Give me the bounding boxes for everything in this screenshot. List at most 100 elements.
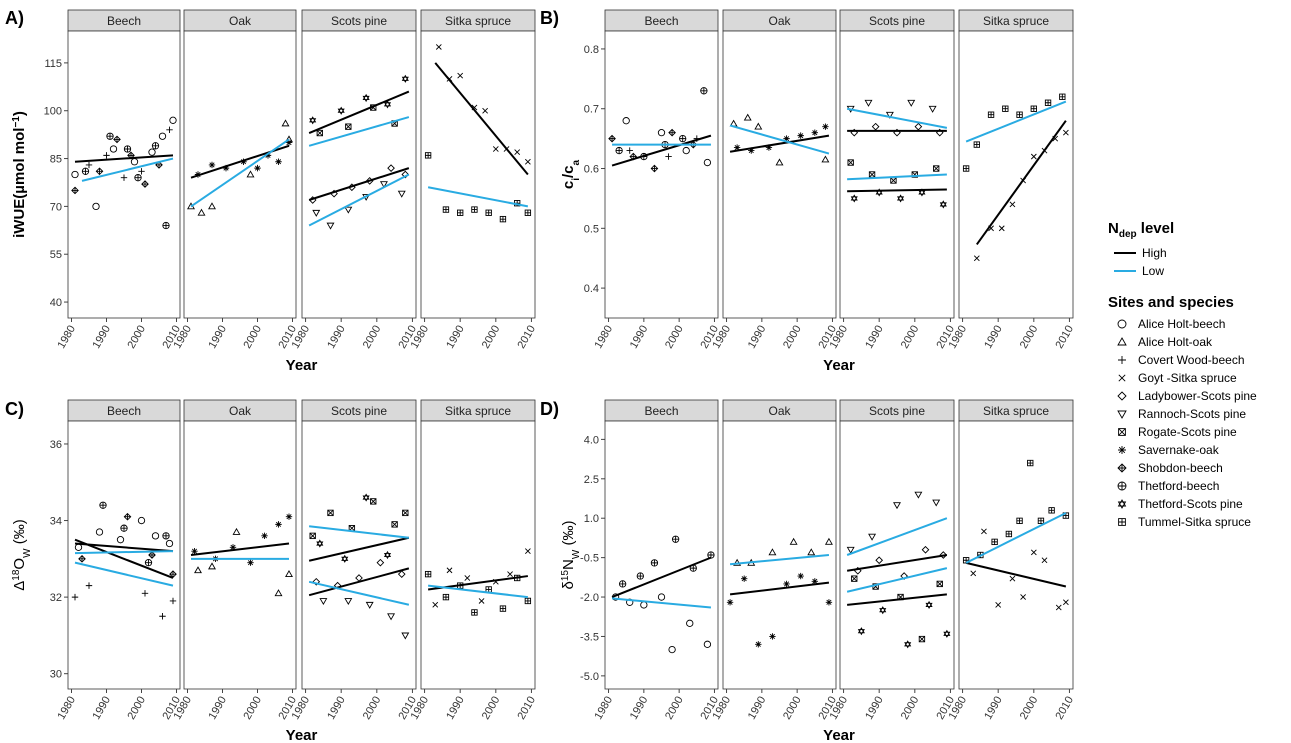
y-tick-label: 30 (50, 669, 62, 681)
ndep-title-sub: dep (1118, 229, 1137, 240)
y-tick-label: 40 (50, 297, 62, 309)
data-point-cross (492, 146, 499, 152)
data-point-square-x (868, 171, 876, 178)
data-point-circle-plus (134, 174, 142, 182)
data-point-circle (657, 593, 666, 601)
plot-frame (183, 420, 297, 690)
data-point-cross (973, 255, 980, 262)
facet-title: Sitka spruce (445, 14, 511, 28)
data-point-asterisk (765, 144, 773, 151)
data-point-circle (657, 128, 666, 137)
trend-line-low (965, 100, 1067, 143)
data-point-star (857, 627, 865, 636)
data-point-diamond-plus (148, 551, 156, 559)
x-tick-label: 2000 (480, 695, 503, 722)
data-point-asterisk (247, 559, 254, 566)
data-point-cross (507, 571, 513, 578)
data-point-plus (159, 613, 166, 620)
data-point-star (316, 539, 324, 548)
x-tick-label: 2000 (361, 324, 384, 351)
triangle-down-icon (1117, 410, 1127, 419)
data-point-triangle-down (846, 546, 855, 554)
legend-symbol (1117, 391, 1127, 401)
asterisk-icon (1118, 446, 1126, 454)
y-axis-label: ci/ca (560, 159, 582, 189)
y-tick-label: 0.7 (584, 104, 599, 116)
data-point-square-plus (471, 609, 478, 616)
x-tick-label: 2000 (899, 324, 922, 351)
x-tick-label: 2000 (781, 695, 804, 722)
facet-title: Scots pine (869, 14, 925, 28)
trend-line-high (965, 561, 1067, 588)
legend-label-high: High (1142, 246, 1167, 260)
data-point-square-plus (962, 165, 970, 172)
data-point-circle (109, 145, 118, 153)
data-point-circle-plus (151, 142, 160, 150)
y-axis-label: δ15NW (‰) (560, 521, 582, 590)
low-line-swatch (1114, 270, 1136, 272)
data-point-diamond (921, 545, 930, 554)
data-point-plus (665, 153, 672, 160)
facet-title: Oak (229, 404, 252, 418)
data-point-cross (524, 548, 531, 555)
data-point-circle (92, 202, 100, 211)
plot-frame (301, 30, 417, 319)
x-axis-label: Year (823, 357, 855, 374)
legend-site-item: Savernake-oak (1108, 441, 1288, 459)
data-point-circle-plus (636, 572, 644, 580)
data-point-asterisk (261, 532, 268, 540)
trend-line-low (846, 517, 948, 556)
circle-icon (1117, 319, 1127, 329)
sites-legend-title: Sites and species (1108, 294, 1234, 311)
plot-frame (301, 420, 417, 690)
data-point-triangle (246, 170, 255, 178)
trend-line-low (190, 138, 290, 208)
trend-line-low (81, 157, 174, 182)
x-tick-label: 1990 (746, 324, 769, 351)
data-point-circle (158, 132, 167, 140)
panel-c: C) 30 32 34 36 Δ18OW (‰) Beech 1980 1990 2000 2010… (5, 399, 538, 743)
trend-line-low (308, 580, 410, 606)
trend-line-high (308, 536, 410, 562)
triangle-icon (1117, 337, 1127, 346)
data-point-triangle-down (344, 206, 353, 214)
data-point-triangle-down (864, 99, 873, 107)
facet-title: Oak (229, 14, 252, 28)
data-point-square-x (327, 509, 334, 517)
panel-label: D) (540, 399, 559, 419)
data-point-circle-plus (81, 167, 90, 175)
data-point-triangle (281, 119, 290, 127)
legend-symbol (1118, 374, 1126, 382)
data-point-star (925, 600, 933, 610)
panel-a: A) 40 55 70 85 100 115 iWUE(µmol mol−1) Beech 198… (5, 8, 538, 374)
data-point-cross (1062, 129, 1069, 136)
y-tick-label: 0.4 (584, 283, 599, 295)
x-tick-label: 2000 (1018, 695, 1041, 722)
x-axis-label: Year (286, 357, 318, 374)
data-point-diamond-plus (71, 186, 79, 195)
trend-line-high (611, 556, 712, 598)
legend-site-item: Goyt -Sitka spruce (1108, 369, 1288, 387)
data-point-circle-plus (123, 145, 132, 153)
y-tick-label: 85 (50, 154, 62, 166)
data-point-diamond-plus (113, 135, 121, 144)
legend-site-label: Alice Holt-beech (1138, 317, 1226, 331)
data-point-cross (446, 567, 453, 574)
data-point-cross (432, 601, 439, 608)
data-point-triangle-down (907, 99, 916, 107)
data-point-plus (626, 147, 633, 154)
square-x-icon (1118, 428, 1126, 436)
data-point-square-plus (442, 206, 450, 213)
x-tick-label: 1990 (982, 695, 1005, 722)
facet-title: Scots pine (331, 14, 387, 28)
data-point-circle-plus (707, 551, 715, 559)
trend-line-low (847, 173, 947, 181)
data-point-triangle-down (885, 111, 894, 119)
data-point-square-x (918, 635, 926, 643)
facet-title: Oak (768, 404, 791, 418)
trend-line-high (611, 134, 712, 167)
